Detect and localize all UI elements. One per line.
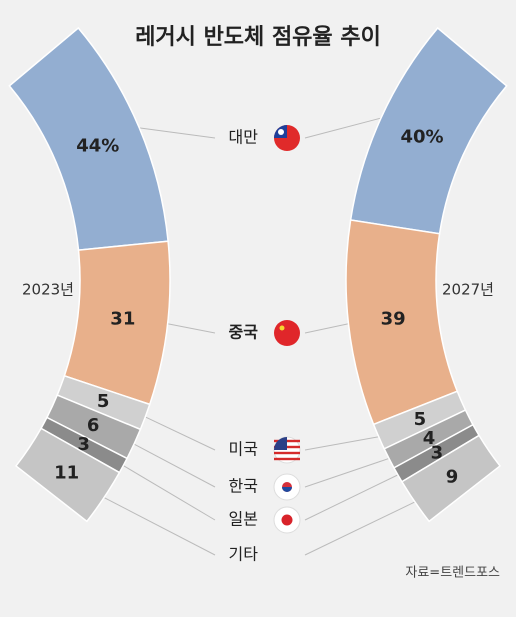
connector: [304, 474, 399, 521]
value-label: 5: [414, 409, 427, 430]
flag-canton: [274, 437, 287, 450]
flag: [273, 436, 301, 464]
connectors: [103, 117, 416, 556]
connector: [304, 501, 416, 556]
series-label: 2023년: [22, 281, 74, 299]
connector: [139, 127, 216, 139]
value-label: 4: [423, 428, 436, 449]
value-label: 39: [381, 309, 406, 330]
value-label: 11: [54, 463, 79, 484]
flag: [274, 320, 300, 346]
connector: [304, 457, 390, 488]
flag-sun: [278, 129, 284, 135]
connector: [145, 416, 216, 451]
source: 자료=트렌드포스: [405, 566, 500, 581]
value-label: 9: [446, 466, 459, 487]
connector: [103, 497, 216, 556]
connector: [167, 323, 216, 334]
category-label: 한국: [229, 477, 258, 496]
value-label: 31: [110, 309, 135, 330]
value-label: 5: [97, 391, 110, 412]
category-label: 일본: [229, 510, 258, 529]
connector: [133, 443, 216, 488]
category-label: 대만: [229, 128, 259, 147]
connector: [304, 117, 382, 139]
category-label: 중국: [229, 323, 259, 342]
value-label: 40%: [400, 127, 443, 148]
segment: [400, 434, 502, 523]
segment: [14, 427, 121, 523]
flag-star: [279, 325, 285, 331]
flag-stripe: [274, 451, 300, 455]
connector: [304, 436, 379, 451]
series-label: 2027년: [442, 281, 494, 299]
value-label: 44%: [76, 135, 119, 156]
flag: [274, 125, 300, 151]
connector: [304, 323, 349, 334]
connector: [123, 465, 216, 521]
value-label: 6: [87, 415, 100, 436]
flag: [273, 473, 301, 501]
category-label: 기타: [229, 545, 259, 564]
flag-bg: [274, 320, 300, 346]
category-label: 미국: [229, 440, 258, 459]
chart-title: 레거시 반도체 점유율 추이: [135, 25, 381, 50]
flag-sun: [281, 514, 293, 526]
flag-taeguk-blue: [282, 487, 292, 492]
flag-stripe: [274, 457, 300, 461]
flag: [273, 506, 301, 534]
